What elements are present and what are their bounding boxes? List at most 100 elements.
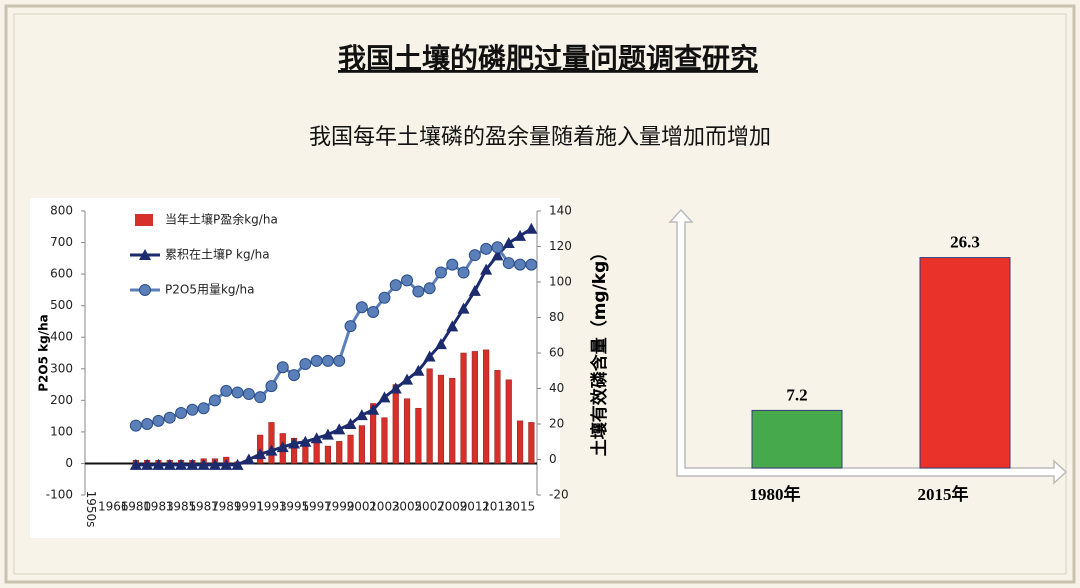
bar bbox=[336, 441, 343, 464]
legend-swatch bbox=[135, 214, 153, 226]
marker bbox=[163, 458, 176, 470]
subtitle: 我国每年土壤磷的盈余量随着施入量增加而增加 bbox=[309, 125, 771, 150]
marker bbox=[288, 437, 301, 449]
marker bbox=[378, 291, 391, 304]
marker bbox=[389, 279, 402, 292]
marker bbox=[186, 458, 199, 470]
x-tick-label: 1987 bbox=[188, 500, 219, 514]
y-tick-label: 0 bbox=[65, 456, 73, 470]
marker bbox=[265, 380, 278, 393]
marker bbox=[389, 382, 402, 394]
marker bbox=[186, 403, 199, 416]
marker bbox=[310, 354, 323, 367]
marker bbox=[491, 249, 504, 261]
marker bbox=[491, 241, 504, 254]
legend-label: P2O5用量kg/ha bbox=[165, 283, 255, 297]
marker bbox=[129, 419, 142, 432]
x-tick-label: 1980年 bbox=[750, 484, 801, 504]
x-tick-label: 1966 bbox=[98, 500, 129, 514]
frame-inner bbox=[13, 13, 1067, 575]
marker bbox=[242, 388, 255, 401]
bar bbox=[437, 374, 445, 464]
legend-label: 累积在土壤P kg/ha bbox=[165, 247, 270, 262]
marker bbox=[288, 369, 301, 382]
marker bbox=[254, 448, 267, 460]
marker bbox=[310, 432, 323, 444]
bar bbox=[403, 398, 411, 464]
marker bbox=[401, 373, 414, 385]
marker bbox=[276, 361, 289, 374]
y-tick-label: 800 bbox=[50, 204, 73, 218]
y-tick-label: 600 bbox=[50, 267, 73, 281]
marker bbox=[525, 222, 538, 234]
y-tick-label: 300 bbox=[50, 361, 73, 375]
bar bbox=[528, 422, 535, 464]
marker bbox=[139, 249, 151, 260]
marker bbox=[321, 354, 334, 367]
marker bbox=[367, 403, 380, 415]
bar bbox=[449, 377, 456, 464]
marker bbox=[129, 458, 142, 470]
bar bbox=[268, 422, 275, 464]
bar bbox=[471, 351, 478, 464]
marker bbox=[480, 263, 493, 275]
bar bbox=[505, 379, 512, 464]
marker bbox=[333, 354, 346, 367]
marker bbox=[434, 338, 447, 350]
y-axis-label: P2O5 kg/ha bbox=[37, 314, 51, 391]
bar bbox=[426, 368, 433, 464]
bar bbox=[347, 434, 354, 464]
x-tick-label: 2015年 bbox=[918, 484, 969, 504]
x-tick-label: 1983 bbox=[143, 500, 174, 514]
marker bbox=[139, 284, 151, 296]
bar bbox=[381, 417, 388, 464]
x-tick-label: 1995 bbox=[279, 500, 310, 514]
marker bbox=[208, 394, 221, 407]
marker bbox=[457, 266, 470, 279]
data-label: 7.2 bbox=[786, 385, 807, 404]
bar bbox=[358, 425, 365, 464]
axis-arrows bbox=[668, 208, 1068, 485]
x-tick-label: 1997 bbox=[301, 500, 332, 514]
marker bbox=[525, 258, 538, 271]
y-tick-label: 400 bbox=[50, 330, 73, 344]
marker bbox=[344, 418, 357, 429]
marker bbox=[344, 320, 357, 333]
y2-tick-label: 40 bbox=[549, 381, 564, 395]
bar bbox=[919, 257, 1011, 469]
x-tick-label: 2011 bbox=[460, 500, 491, 514]
x-tick-label: 2007 bbox=[414, 500, 445, 514]
marker bbox=[321, 428, 334, 440]
y2-tick-label: 20 bbox=[549, 417, 564, 431]
y-tick-label: -100 bbox=[46, 488, 73, 502]
y-tick-label: 500 bbox=[50, 298, 73, 312]
bar bbox=[460, 352, 467, 464]
x-tick-label: 2003 bbox=[369, 500, 400, 514]
marker bbox=[163, 411, 176, 424]
left-chart: -100 0 100 200 300 400 500 600 700 800 -20 0 20 40 60 8… bbox=[46, 204, 572, 528]
marker bbox=[355, 409, 368, 421]
marker bbox=[333, 423, 346, 435]
marker bbox=[412, 364, 425, 376]
marker bbox=[457, 302, 470, 314]
marker bbox=[468, 249, 481, 262]
marker bbox=[141, 418, 154, 430]
marker bbox=[220, 384, 233, 397]
x-tick-label: 1993 bbox=[256, 500, 287, 514]
data-label: 26.3 bbox=[950, 233, 980, 252]
x-tick-label: 1999 bbox=[324, 500, 355, 514]
marker bbox=[355, 301, 368, 314]
marker bbox=[299, 358, 312, 371]
marker bbox=[299, 435, 312, 447]
marker bbox=[242, 453, 255, 465]
bar bbox=[494, 370, 501, 464]
x-tick-label: 2001 bbox=[347, 500, 378, 514]
bar bbox=[392, 384, 399, 464]
marker bbox=[502, 236, 515, 248]
y2-tick-label: 100 bbox=[549, 275, 572, 289]
x-tick-label: 2015 bbox=[505, 500, 536, 514]
marker bbox=[220, 458, 233, 470]
x-tick-label: 1985 bbox=[166, 500, 197, 514]
marker bbox=[480, 242, 493, 255]
marker bbox=[423, 282, 436, 295]
